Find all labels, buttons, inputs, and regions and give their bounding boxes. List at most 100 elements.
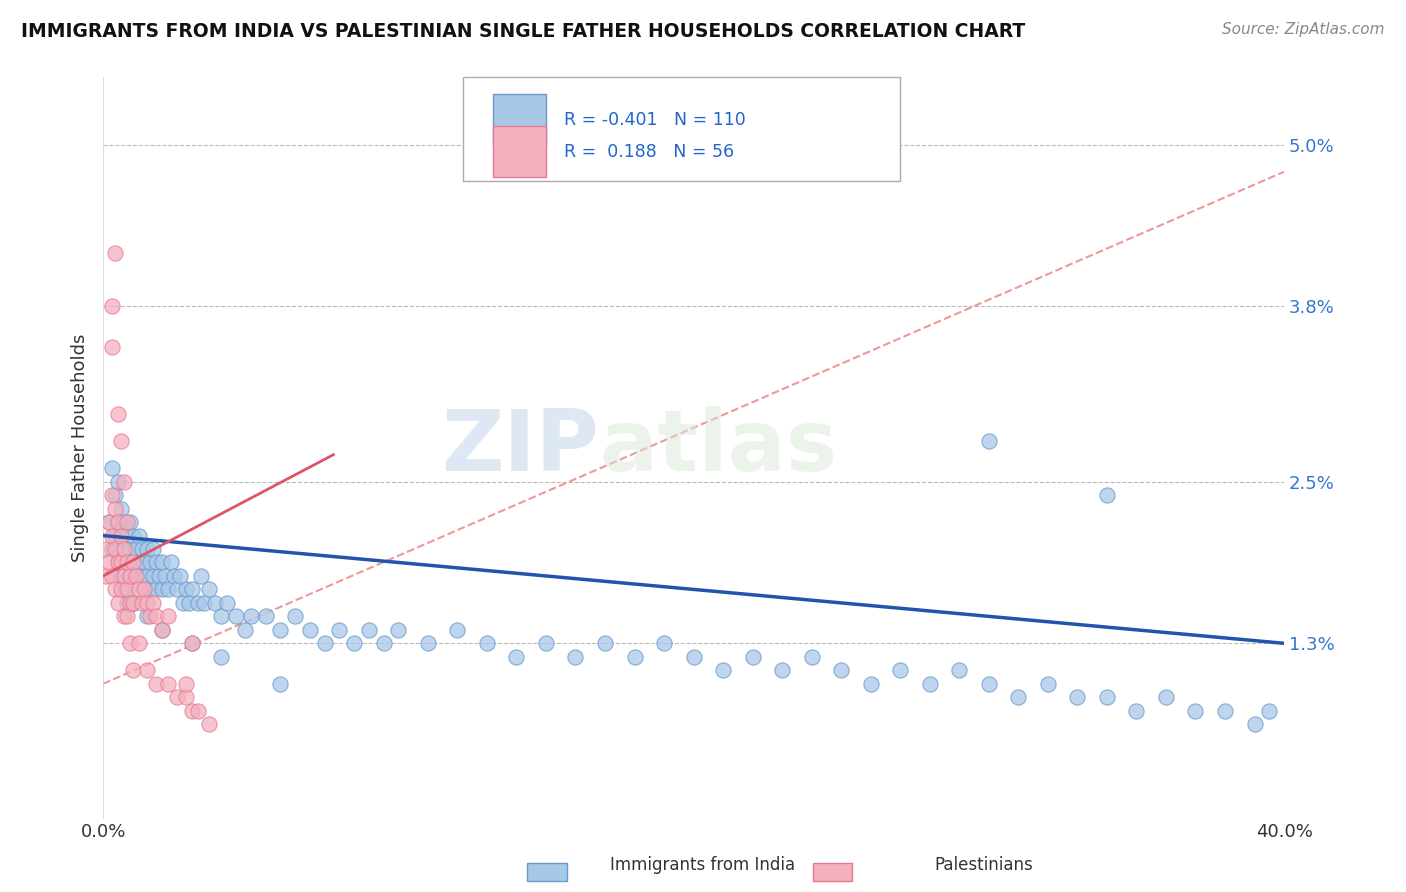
Point xyxy=(239,609,262,624)
Point xyxy=(948,663,970,677)
Point xyxy=(160,556,183,570)
Point xyxy=(150,623,173,637)
Point xyxy=(225,609,247,624)
Point xyxy=(157,582,180,597)
Point xyxy=(98,515,121,529)
Point xyxy=(118,569,141,583)
Point xyxy=(174,677,197,691)
Point xyxy=(136,663,159,677)
Point xyxy=(1095,690,1118,705)
Point xyxy=(121,596,143,610)
Point xyxy=(121,596,143,610)
Point xyxy=(115,582,138,597)
Point xyxy=(112,582,135,597)
Point xyxy=(1007,690,1029,705)
Point xyxy=(110,582,132,597)
Point xyxy=(136,569,159,583)
Point xyxy=(145,556,167,570)
Point xyxy=(1095,488,1118,502)
Point xyxy=(217,596,239,610)
Text: Source: ZipAtlas.com: Source: ZipAtlas.com xyxy=(1222,22,1385,37)
Point xyxy=(104,582,127,597)
Point xyxy=(112,569,135,583)
Point xyxy=(115,556,138,570)
Point xyxy=(770,663,793,677)
Point xyxy=(328,623,350,637)
Point xyxy=(131,569,153,583)
Point xyxy=(830,663,852,677)
Point xyxy=(104,541,127,556)
Point xyxy=(110,528,132,542)
Text: Palestinians: Palestinians xyxy=(935,856,1033,874)
Point xyxy=(623,649,645,664)
Point xyxy=(889,663,911,677)
Point xyxy=(534,636,557,650)
Text: R =  0.188   N = 56: R = 0.188 N = 56 xyxy=(564,143,734,161)
Point xyxy=(145,609,167,624)
Point xyxy=(1036,677,1059,691)
Point xyxy=(593,636,616,650)
Point xyxy=(172,596,194,610)
Point xyxy=(193,596,215,610)
Point xyxy=(104,528,127,542)
Text: atlas: atlas xyxy=(599,407,838,490)
Point xyxy=(112,515,135,529)
Point xyxy=(107,407,129,421)
Point xyxy=(112,475,135,489)
Point xyxy=(104,501,127,516)
FancyBboxPatch shape xyxy=(494,126,546,178)
Point xyxy=(142,541,165,556)
Point xyxy=(652,636,675,650)
Point xyxy=(107,556,129,570)
Point xyxy=(187,596,209,610)
Point xyxy=(416,636,439,650)
Point xyxy=(145,582,167,597)
Point xyxy=(475,636,498,650)
Point xyxy=(269,623,291,637)
Point xyxy=(124,541,146,556)
Point xyxy=(157,677,180,691)
Point xyxy=(131,541,153,556)
Text: IMMIGRANTS FROM INDIA VS PALESTINIAN SINGLE FATHER HOUSEHOLDS CORRELATION CHART: IMMIGRANTS FROM INDIA VS PALESTINIAN SIN… xyxy=(21,22,1025,41)
Point xyxy=(139,556,162,570)
Point xyxy=(284,609,307,624)
Point xyxy=(128,582,150,597)
Point xyxy=(110,569,132,583)
Point xyxy=(145,677,167,691)
Point xyxy=(150,582,173,597)
Point xyxy=(918,677,941,691)
Point xyxy=(174,690,197,705)
Point xyxy=(121,663,143,677)
FancyBboxPatch shape xyxy=(494,95,546,146)
Point xyxy=(387,623,409,637)
Y-axis label: Single Father Households: Single Father Households xyxy=(72,334,89,562)
Point xyxy=(800,649,823,664)
Point xyxy=(180,636,202,650)
Point xyxy=(711,663,734,677)
Text: R = -0.401   N = 110: R = -0.401 N = 110 xyxy=(564,112,745,129)
Point xyxy=(153,569,176,583)
Point xyxy=(254,609,277,624)
Point xyxy=(121,528,143,542)
Point xyxy=(209,649,232,664)
Point xyxy=(169,569,191,583)
Point xyxy=(128,528,150,542)
Point xyxy=(136,609,159,624)
Point xyxy=(118,515,141,529)
Point xyxy=(128,636,150,650)
Point xyxy=(1213,704,1236,718)
Point xyxy=(180,636,202,650)
Point xyxy=(121,596,143,610)
Point xyxy=(977,434,1000,449)
Point xyxy=(142,569,165,583)
Point xyxy=(134,556,156,570)
Point xyxy=(859,677,882,691)
Point xyxy=(314,636,336,650)
Point xyxy=(180,582,202,597)
Point xyxy=(104,245,127,260)
Point xyxy=(269,677,291,691)
Point xyxy=(682,649,704,664)
Point xyxy=(204,596,226,610)
Point xyxy=(131,596,153,610)
Point xyxy=(98,515,121,529)
